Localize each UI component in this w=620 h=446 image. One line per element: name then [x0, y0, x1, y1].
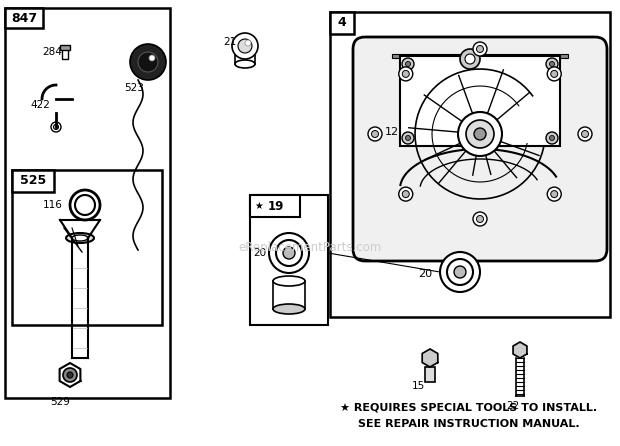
Ellipse shape	[273, 304, 305, 314]
Text: 22: 22	[506, 401, 520, 411]
Circle shape	[546, 132, 558, 144]
Circle shape	[51, 122, 61, 132]
Circle shape	[405, 136, 410, 140]
Text: 19: 19	[268, 199, 285, 212]
Circle shape	[460, 49, 480, 69]
Polygon shape	[513, 342, 527, 358]
Bar	[12, 170, 54, 192]
Text: eReplacementParts.com: eReplacementParts.com	[238, 241, 382, 255]
Circle shape	[473, 212, 487, 226]
Circle shape	[551, 70, 558, 78]
Bar	[62, 47, 68, 59]
Text: 21: 21	[223, 37, 236, 47]
Circle shape	[549, 62, 554, 66]
Circle shape	[67, 372, 73, 378]
Text: ★ REQUIRES SPECIAL TOOLS TO INSTALL.: ★ REQUIRES SPECIAL TOOLS TO INSTALL.	[340, 403, 597, 413]
Circle shape	[75, 195, 95, 215]
Circle shape	[53, 124, 58, 129]
Circle shape	[238, 39, 252, 53]
Ellipse shape	[273, 276, 305, 286]
Ellipse shape	[66, 233, 94, 243]
Text: 847: 847	[11, 12, 37, 25]
Circle shape	[551, 190, 558, 198]
Circle shape	[371, 131, 378, 137]
Text: 15: 15	[412, 381, 425, 391]
Ellipse shape	[235, 44, 255, 52]
Circle shape	[402, 132, 414, 144]
Bar	[235, 48, 255, 64]
Bar	[425, 367, 435, 382]
Text: 116: 116	[43, 200, 63, 210]
Text: 4: 4	[338, 17, 347, 29]
Bar	[273, 281, 305, 309]
Circle shape	[402, 70, 409, 78]
Text: ★: ★	[254, 201, 263, 211]
Circle shape	[549, 136, 554, 140]
Circle shape	[474, 128, 486, 140]
Ellipse shape	[72, 235, 88, 241]
Circle shape	[138, 52, 158, 72]
Text: 20: 20	[253, 248, 266, 258]
Text: 12: 12	[385, 127, 399, 137]
Circle shape	[245, 40, 251, 46]
Circle shape	[454, 266, 466, 278]
Circle shape	[458, 112, 502, 156]
Text: 523: 523	[124, 83, 144, 93]
Circle shape	[477, 45, 484, 53]
Text: SEE REPAIR INSTRUCTION MANUAL.: SEE REPAIR INSTRUCTION MANUAL.	[358, 419, 580, 429]
Bar	[250, 195, 328, 325]
Bar	[60, 45, 70, 50]
Bar	[12, 170, 162, 325]
Circle shape	[405, 62, 410, 66]
Circle shape	[447, 259, 473, 285]
Bar	[330, 12, 354, 34]
Circle shape	[368, 127, 382, 141]
Circle shape	[582, 131, 588, 137]
Circle shape	[466, 120, 494, 148]
Circle shape	[402, 58, 414, 70]
Circle shape	[63, 368, 77, 382]
Circle shape	[399, 67, 413, 81]
Ellipse shape	[235, 60, 255, 68]
Bar	[5, 8, 43, 28]
FancyBboxPatch shape	[353, 37, 607, 261]
Circle shape	[130, 44, 166, 80]
Circle shape	[547, 67, 561, 81]
Circle shape	[402, 190, 409, 198]
Text: 525: 525	[20, 174, 46, 187]
Text: 529: 529	[50, 397, 70, 407]
Bar	[392, 54, 568, 58]
Circle shape	[399, 187, 413, 201]
Circle shape	[149, 55, 155, 61]
Circle shape	[276, 240, 302, 266]
Circle shape	[269, 233, 309, 273]
Circle shape	[465, 54, 475, 64]
Text: 422: 422	[30, 100, 50, 110]
Text: 284: 284	[42, 47, 62, 57]
Bar	[400, 56, 560, 146]
Circle shape	[578, 127, 592, 141]
Circle shape	[546, 58, 558, 70]
Polygon shape	[422, 349, 438, 367]
Bar	[250, 195, 300, 217]
Bar	[330, 12, 610, 317]
Text: 20: 20	[418, 269, 432, 279]
Circle shape	[70, 190, 100, 220]
Circle shape	[283, 247, 295, 259]
Polygon shape	[60, 363, 81, 387]
Bar	[5, 8, 170, 398]
Circle shape	[547, 187, 561, 201]
Circle shape	[440, 252, 480, 292]
Circle shape	[473, 42, 487, 56]
Circle shape	[477, 215, 484, 223]
Circle shape	[232, 33, 258, 59]
